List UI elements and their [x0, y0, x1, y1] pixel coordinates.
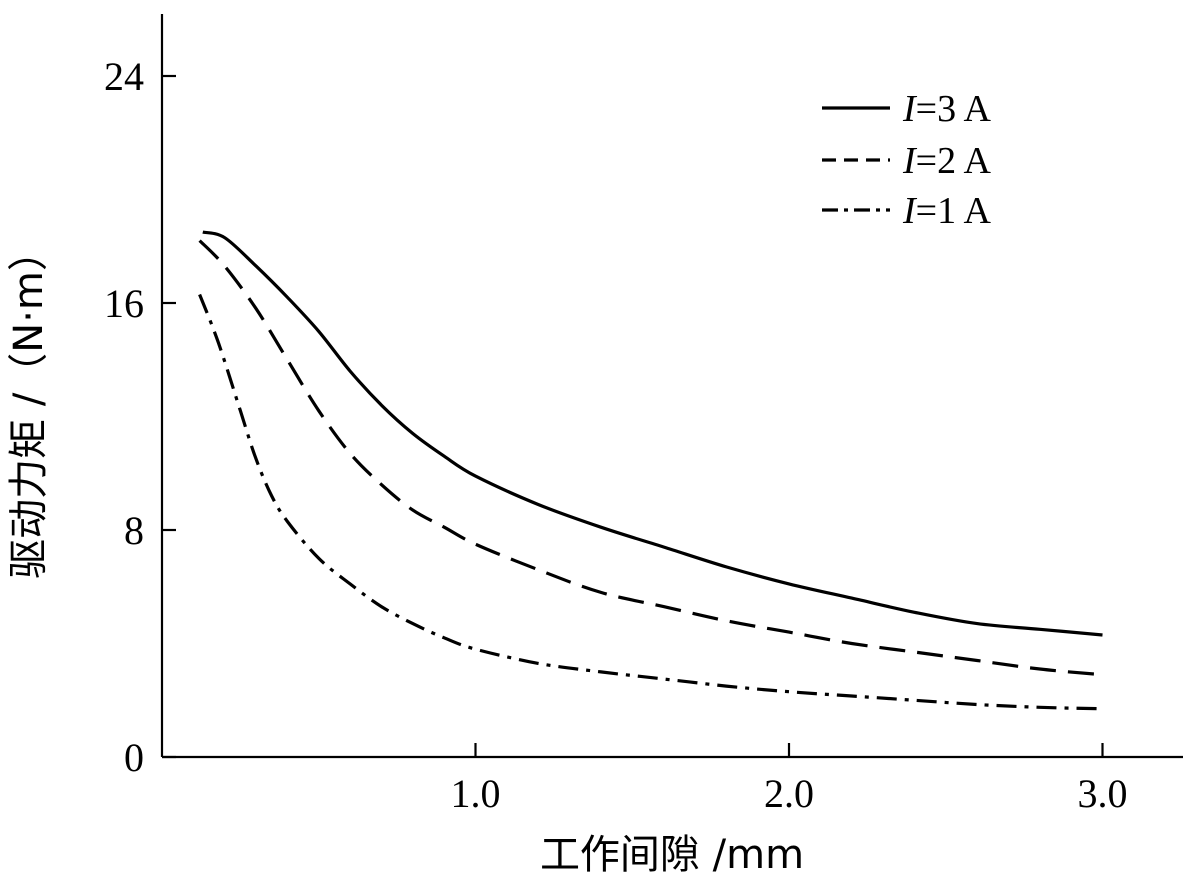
legend-label: I=3 A — [902, 88, 991, 130]
series-line-3 — [198, 293, 1103, 711]
x-tick-label: 1.0 — [451, 771, 501, 816]
y-tick-label: 24 — [104, 54, 144, 99]
y-tick-label: 16 — [104, 281, 144, 326]
axis-ticks: 1.0 2.0 3.0 0 8 16 24 — [104, 54, 1128, 816]
legend-label: I=1 A — [902, 190, 991, 232]
x-axis-title: 工作间隙 /mm — [540, 832, 804, 878]
y-axis-title: 驱动力矩 /（N·m） — [6, 231, 52, 579]
series-group — [198, 230, 1103, 711]
y-tick-label: 8 — [124, 508, 144, 553]
legend-label: I=2 A — [902, 140, 991, 182]
series-line-2 — [198, 239, 1103, 677]
series-line-1 — [202, 230, 1103, 637]
y-tick-label: 0 — [124, 735, 144, 780]
legend: I=3 A I=2 A I=1 A — [822, 88, 991, 232]
x-tick-label: 3.0 — [1078, 771, 1128, 816]
x-tick-label: 2.0 — [764, 771, 814, 816]
